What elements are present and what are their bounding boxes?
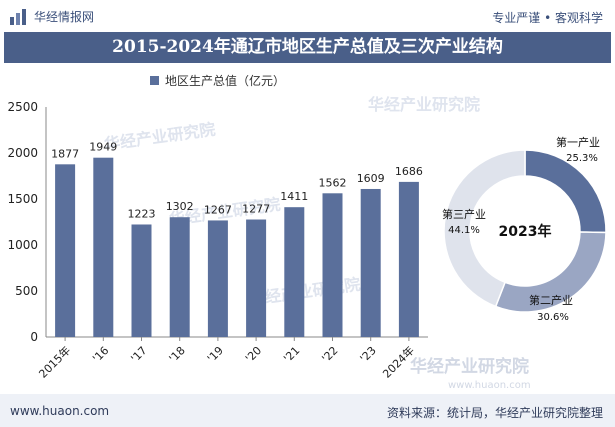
bar (93, 157, 114, 337)
bar (360, 188, 381, 337)
x-tick-label: '20 (243, 344, 264, 365)
x-tick-label: '17 (128, 344, 149, 365)
watermark-text: 华经产业研究院 (103, 120, 217, 154)
bar (131, 224, 152, 337)
bar-value-label: 1277 (242, 203, 270, 216)
bar-value-label: 1411 (280, 190, 308, 203)
bar-value-label: 1302 (166, 200, 194, 213)
x-tick-label: '21 (281, 344, 302, 365)
source-note: 资料来源：统计局，华经产业研究院整理 (386, 406, 603, 420)
bar-value-label: 1949 (89, 141, 117, 154)
legend-swatch (150, 76, 159, 85)
donut-slice-name: 第三产业 (442, 207, 486, 221)
x-tick-label: '18 (167, 344, 188, 365)
y-tick-label: 0 (30, 330, 38, 344)
chart-title: 2015-2024年通辽市地区生产总值及三次产业结构 (4, 32, 611, 63)
chart-canvas: 华经产业研究院华经产业研究院华经产业研究院华经产业研究院华经产业研究院www.h… (7, 95, 607, 391)
tagline: 专业严谨 • 客观科学 (492, 11, 603, 25)
bar-value-label: 1562 (319, 176, 347, 189)
y-tick-label: 1500 (7, 192, 38, 206)
watermark-text: 华经产业研究院 (368, 95, 480, 114)
donut-center-label: 2023年 (499, 223, 552, 240)
y-tick-label: 1000 (7, 238, 38, 252)
legend: 地区生产总值（亿元） (150, 72, 285, 89)
donut-slice-name: 第一产业 (556, 135, 600, 149)
donut-slice-value: 44.1% (448, 225, 480, 236)
bar (55, 164, 76, 337)
watermark-text: 华经产业研究院 (410, 356, 529, 377)
donut-slice-name: 第二产业 (529, 293, 573, 307)
donut-slice-value: 25.3% (566, 153, 598, 164)
brand-name: 华经情报网 (34, 10, 95, 24)
donut-chart: 2023年 第一产业 25.3% 第二产业 30.6% 第三产业 44.1% (442, 135, 607, 323)
logo-icon (10, 8, 26, 25)
bar-value-label: 1223 (128, 207, 156, 220)
footer: www.huaon.com 资料来源：统计局，华经产业研究院整理 (0, 394, 615, 427)
bar-chart: 0 500 1000 1500 2000 2500 1877 2015年 1949 '16 1223… (7, 100, 428, 381)
bar-value-label: 1267 (204, 203, 232, 216)
bar-value-label: 1686 (395, 165, 423, 178)
bar (322, 193, 343, 337)
x-tick-label: '23 (358, 344, 379, 365)
x-tick-label: '16 (90, 344, 111, 365)
legend-label: 地区生产总值（亿元） (165, 74, 286, 88)
donut-slice-value: 30.6% (537, 312, 569, 323)
top-bar: 华经情报网 专业严谨 • 客观科学 (0, 0, 615, 32)
y-tick-label: 2000 (7, 146, 38, 160)
x-tick-label: 2015年 (36, 343, 73, 380)
y-tick-label: 2500 (7, 100, 38, 114)
bar (169, 217, 190, 337)
watermark-url: www.huaon.com (448, 380, 531, 391)
x-tick-label: '22 (319, 344, 340, 365)
bar (398, 181, 419, 337)
donut-slice (443, 149, 526, 308)
bar (284, 207, 305, 337)
site-url: www.huaon.com (10, 404, 110, 418)
bar (246, 219, 267, 337)
bar-value-label: 1609 (357, 172, 385, 185)
brand: 华经情报网 (10, 8, 94, 25)
bar (207, 220, 228, 337)
y-tick-label: 500 (15, 284, 38, 298)
bar-value-label: 1877 (51, 147, 79, 160)
x-tick-label: '19 (205, 344, 226, 365)
